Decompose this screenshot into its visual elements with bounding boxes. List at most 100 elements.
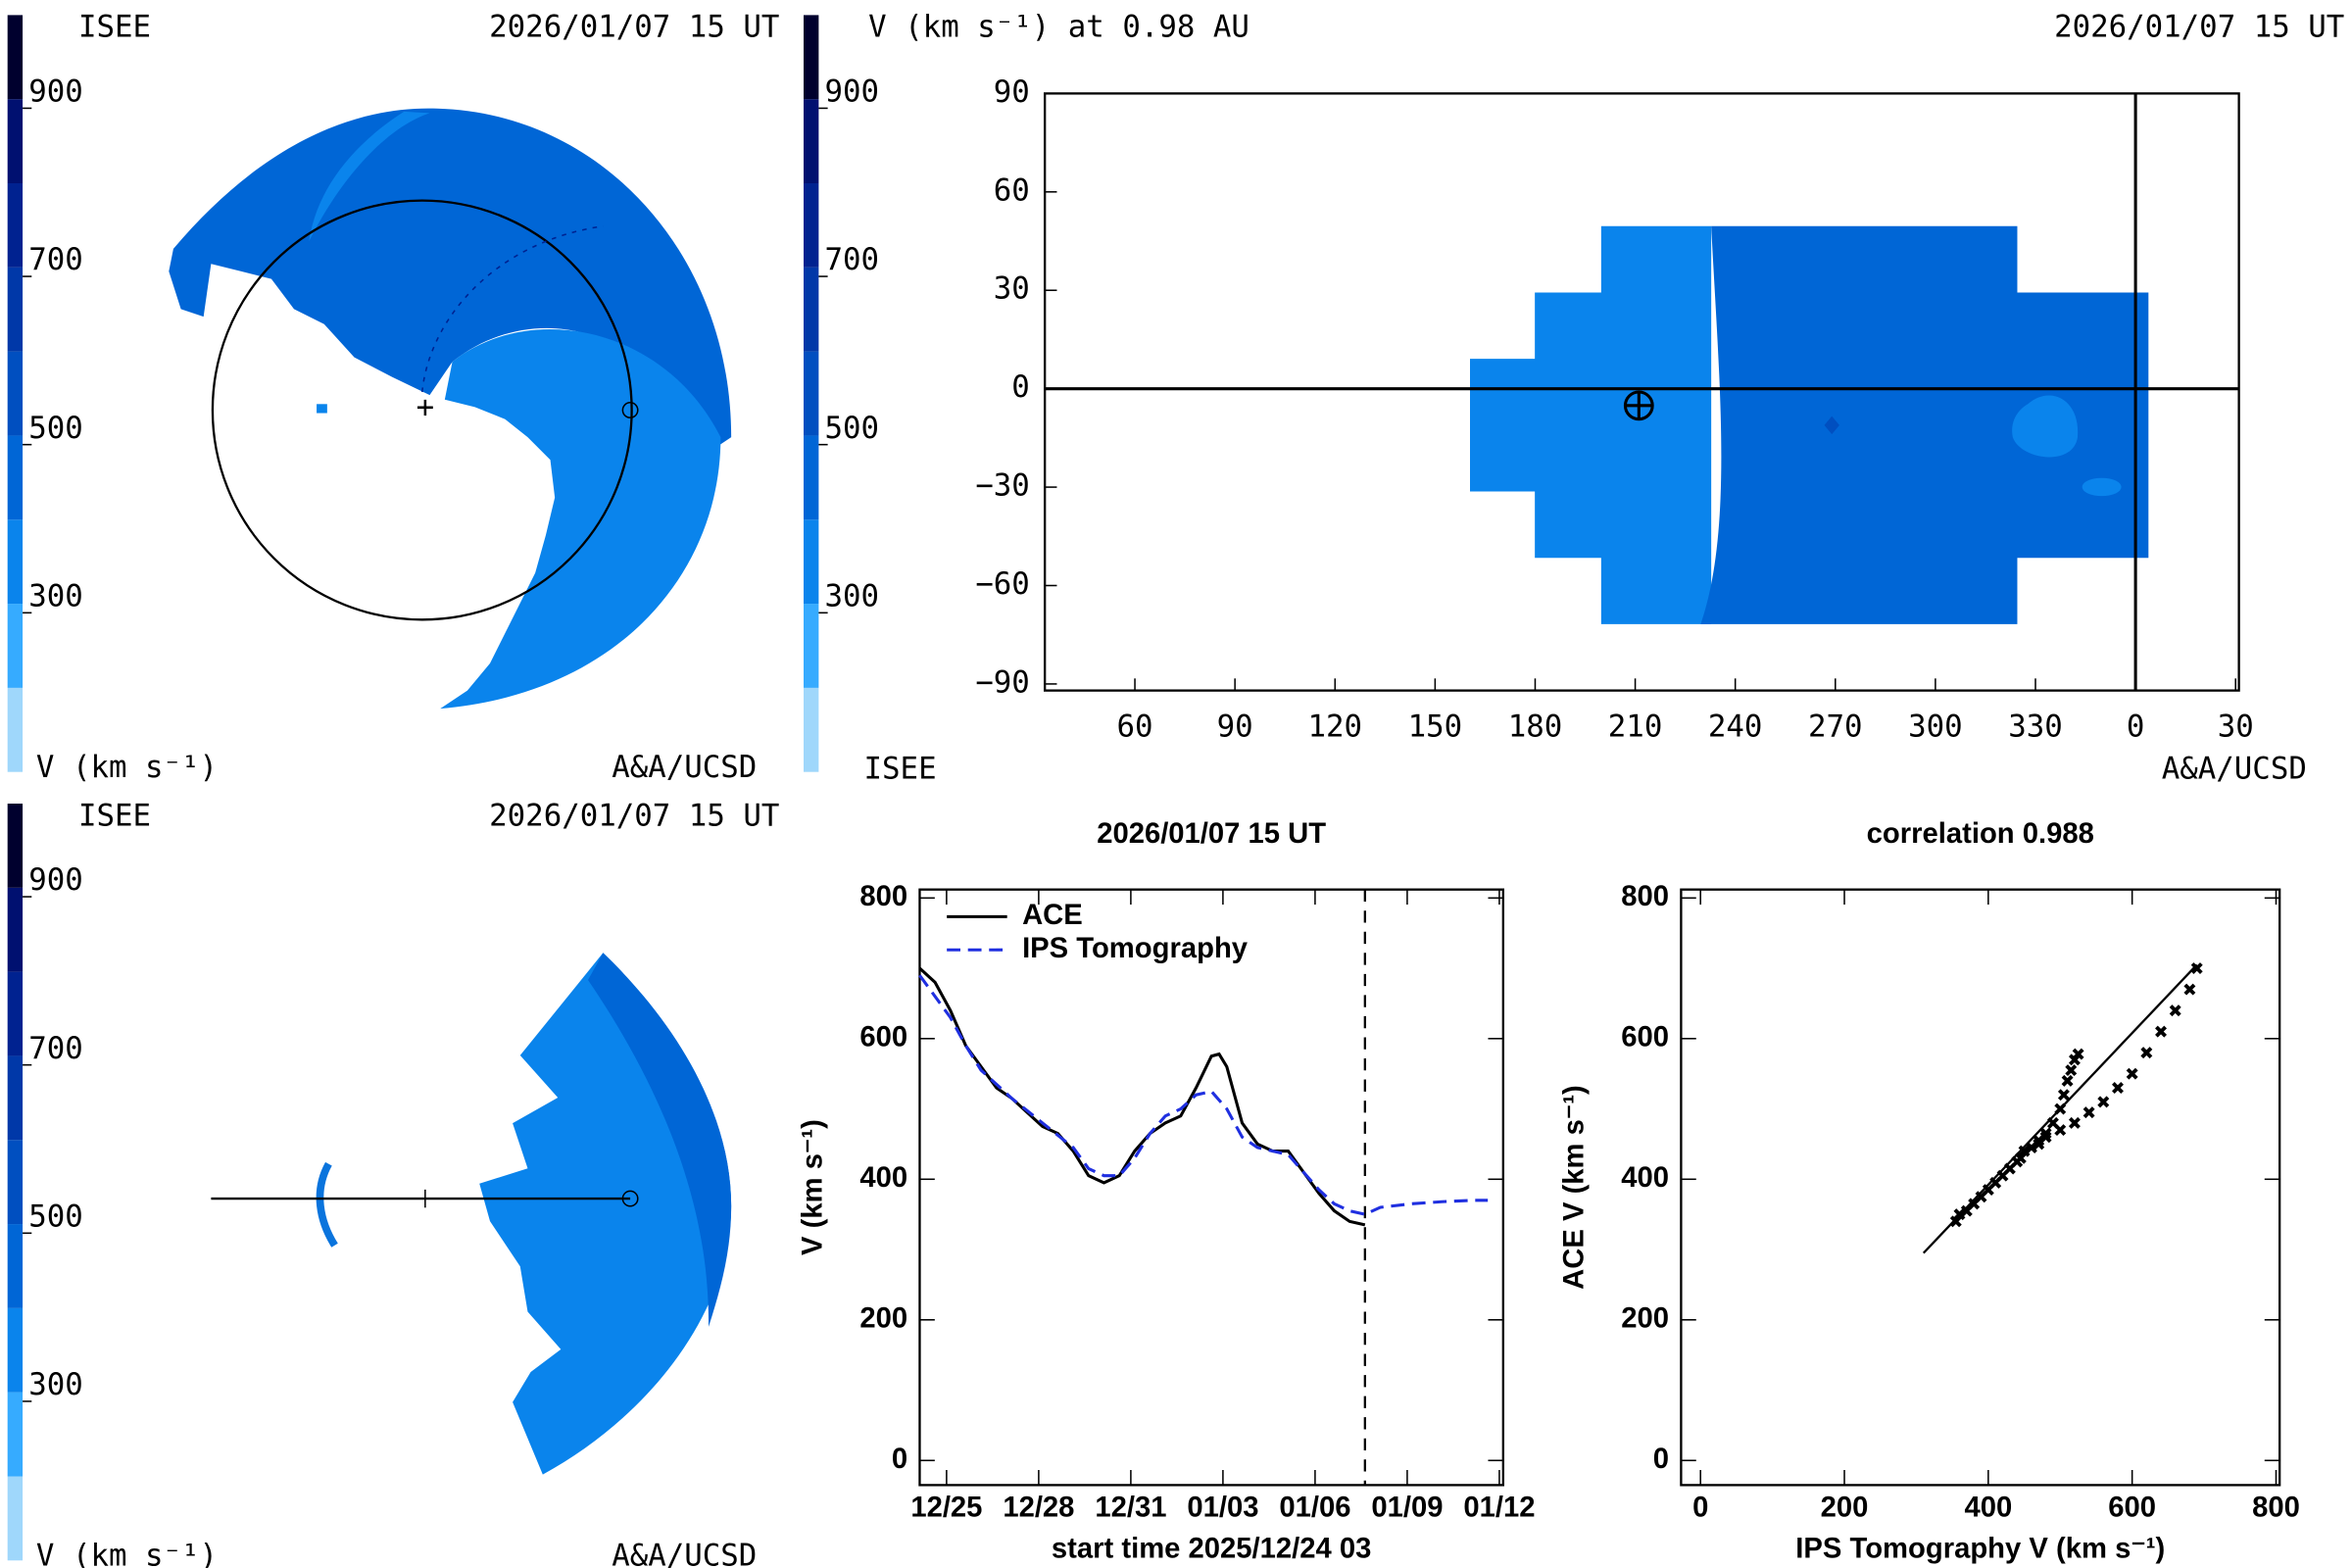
scatter-point <box>2054 1102 2067 1115</box>
x-tick-label: 30 <box>2218 710 2254 745</box>
colorbar-band <box>7 1055 24 1141</box>
spiral <box>421 225 604 393</box>
scatter-point <box>2183 983 2196 996</box>
y-tick-label: 90 <box>994 74 1030 110</box>
y-tick-label: 60 <box>994 172 1030 208</box>
earth-orbit <box>211 199 633 621</box>
source-label: ISEE <box>864 752 937 787</box>
x-tick-label: 180 <box>1508 710 1563 745</box>
x-tick-label: 01/12 <box>1463 1493 1535 1524</box>
scatter-point <box>1949 1215 1962 1228</box>
x-tick-label: 270 <box>1808 710 1863 745</box>
y-tick-label: 0 <box>1653 1444 1669 1475</box>
speck <box>1824 416 1839 435</box>
y-tick-label: 600 <box>859 1022 907 1054</box>
x-tick-label: 120 <box>1307 710 1362 745</box>
colorbar-tick-label: 900 <box>28 74 83 110</box>
scatter-point <box>2061 1074 2074 1087</box>
colorbar-band <box>7 519 24 605</box>
plot-frame <box>1680 888 2281 1487</box>
colorbar-band <box>7 15 24 100</box>
legend-label: IPS Tomography <box>1022 933 1249 964</box>
scatter-point <box>2190 962 2203 975</box>
colorbar-tick-label: 900 <box>825 74 880 110</box>
scatter-point <box>2140 1047 2153 1059</box>
meridional-map <box>211 953 732 1475</box>
chart-title: 2026/01/07 15 UT <box>1097 818 1326 850</box>
date-label: 2026/01/07 15 UT <box>2054 10 2344 45</box>
light-blob <box>2082 477 2122 497</box>
x-tick-label: 400 <box>1964 1493 2012 1524</box>
colorbar-band <box>7 435 24 520</box>
series-line <box>918 966 1366 1227</box>
scatter-point <box>2169 1004 2181 1017</box>
scatter-point <box>1953 1208 1966 1221</box>
colorbar-band <box>804 15 819 100</box>
scatter-point <box>2018 1145 2031 1157</box>
source-label: ISEE <box>78 798 151 833</box>
speck <box>317 404 327 414</box>
x-tick-label: 240 <box>1708 710 1763 745</box>
colorbar-tick-label: 500 <box>825 411 880 446</box>
colorbar-band <box>804 351 819 436</box>
credit: A&A/UCSD <box>2162 752 2307 787</box>
colorbar-tick-label: 500 <box>28 411 83 446</box>
x-tick-label: 210 <box>1608 710 1663 745</box>
y-tick-label: 200 <box>1621 1302 1669 1334</box>
colorbar-label: V (km s⁻¹) <box>36 1539 218 1568</box>
x-tick-label: 01/09 <box>1371 1493 1443 1524</box>
scatter-point <box>2082 1106 2095 1119</box>
dark-region <box>1700 225 2149 624</box>
colorbar-band <box>7 687 24 772</box>
colorbar-band <box>7 604 24 688</box>
source-label: ISEE <box>78 10 151 45</box>
colorbar-band <box>7 1224 24 1308</box>
x-tick-label: 200 <box>1821 1493 1869 1524</box>
light-region <box>440 329 721 710</box>
colorbar-band <box>804 183 819 268</box>
scatter-point <box>2057 1089 2070 1102</box>
colorbar-band <box>7 971 24 1056</box>
y-tick-label: 0 <box>1011 369 1030 405</box>
colorbar-tick-label: 500 <box>28 1199 83 1234</box>
colorbar-tick-label: 700 <box>28 1031 83 1066</box>
x-tick-label: 600 <box>2108 1493 2156 1524</box>
light-blob <box>2012 395 2079 458</box>
colorbar-tick-label: 900 <box>28 862 83 898</box>
colorbar-band <box>7 1140 24 1225</box>
colorbar-tick-label: 300 <box>28 578 83 613</box>
x-tick-label: 01/06 <box>1279 1493 1350 1524</box>
x-tick-label: 12/25 <box>910 1493 982 1524</box>
earth <box>621 1190 639 1207</box>
dark-edge <box>588 953 732 1327</box>
colorbar-tick-label: 300 <box>825 578 880 613</box>
x-tick-label: 01/03 <box>1187 1493 1258 1524</box>
lonlat-map <box>1470 225 2149 624</box>
credit: A&A/UCSD <box>612 750 757 785</box>
legend-label: ACE <box>1022 900 1083 931</box>
y-tick-label: −30 <box>975 468 1030 504</box>
x-tick-label: 0 <box>2127 710 2145 745</box>
x-tick-label: 90 <box>1217 710 1253 745</box>
y-tick-label: 0 <box>892 1444 907 1475</box>
colorbar-band <box>7 1392 24 1477</box>
plot-frame <box>918 888 1504 1487</box>
map-frame <box>1044 92 2240 692</box>
scatter-point <box>2072 1048 2084 1060</box>
colorbar-band <box>804 435 819 520</box>
map-title: V (km s⁻¹) at 0.98 AU <box>868 10 1250 45</box>
y-tick-label: 30 <box>994 271 1030 307</box>
earth <box>621 402 639 418</box>
light-region <box>479 953 732 1475</box>
colorbar-band <box>7 351 24 436</box>
scatter-point <box>2155 1025 2168 1038</box>
y-tick-label: −60 <box>975 566 1030 602</box>
colorbar-tick-label: 700 <box>825 242 880 277</box>
scatter-point <box>2097 1096 2110 1108</box>
y-tick-label: 800 <box>859 881 907 912</box>
colorbar-band <box>804 604 819 688</box>
dark-region <box>169 108 732 453</box>
date-label: 2026/01/07 15 UT <box>489 798 779 833</box>
y-tick-label: 200 <box>859 1302 907 1334</box>
